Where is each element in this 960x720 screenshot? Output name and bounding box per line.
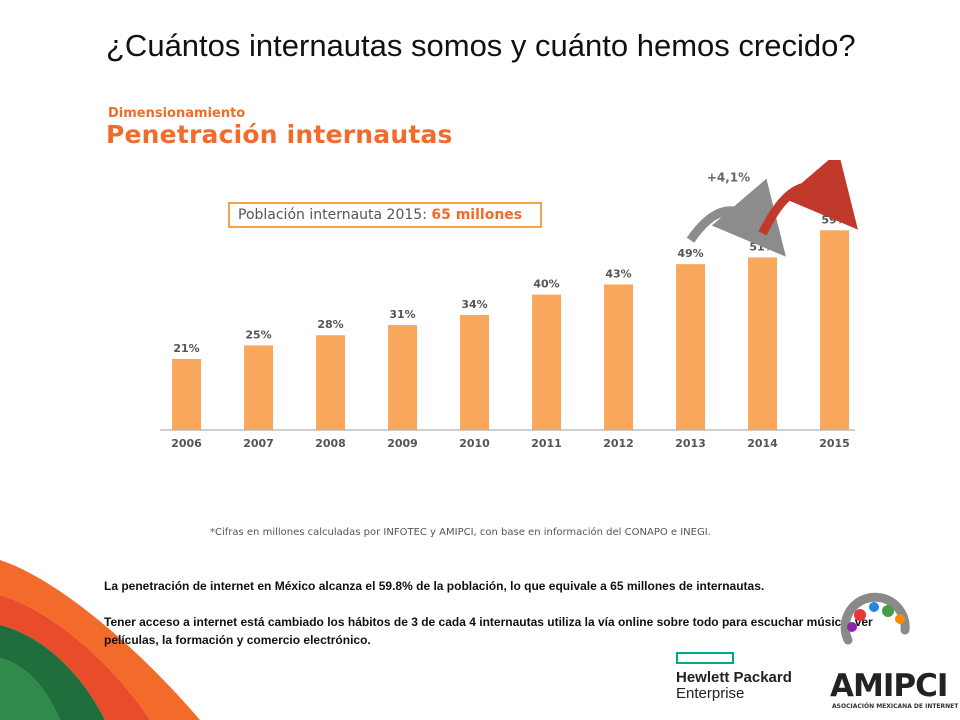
callout-label: Población internauta 2015:: [238, 207, 427, 223]
amipci-wordmark: AMIPCI: [830, 668, 948, 704]
bar-2013: [676, 264, 705, 430]
tick-label-2014: 2014: [747, 437, 778, 450]
bar-2014: [748, 257, 777, 430]
decorative-swoosh: [0, 560, 200, 720]
slide-title: ¿Cuántos internautas somos y cuánto hemo…: [106, 28, 856, 63]
value-label-2014: 51%: [749, 240, 775, 253]
tick-label-2009: 2009: [387, 437, 418, 450]
amipci-subtitle: ASOCIACIÓN MEXICANA DE INTERNET: [832, 703, 959, 710]
tick-label-2008: 2008: [315, 437, 346, 450]
bar-2015: [820, 230, 849, 430]
hpe-line-1: Hewlett Packard: [676, 669, 792, 686]
value-label-2011: 40%: [533, 278, 559, 291]
value-label-2006: 21%: [173, 342, 199, 355]
tick-label-2012: 2012: [603, 437, 634, 450]
tick-label-2015: 2015: [819, 437, 850, 450]
bar-2011: [532, 294, 561, 430]
swoosh-green-light: [0, 658, 60, 720]
swoosh-orange: [0, 560, 200, 720]
paragraph-penetration: La penetración de internet en México alc…: [104, 579, 765, 593]
body-text: La penetración de internet en México alc…: [104, 577, 904, 667]
callout-value: 65 millones: [431, 207, 523, 223]
penetration-bar-chart: 21% 2006 25% 2007 28% 2008 31% 2009 34% 2010 40% 20…: [160, 160, 858, 450]
value-label-2013: 49%: [677, 247, 703, 260]
hpe-logo-icon: [676, 652, 734, 664]
bar-2010: [460, 314, 489, 430]
tick-label-2011: 2011: [531, 437, 562, 450]
value-label-2010: 34%: [461, 298, 487, 311]
swoosh-green: [0, 625, 105, 720]
section-kicker: Dimensionamiento: [108, 106, 246, 121]
growth-label-2013-2014: +4,1%: [707, 170, 750, 184]
bar-2008: [316, 335, 345, 430]
hpe-line-2: Enterprise: [676, 685, 745, 702]
growth-arrow-2013-2014: [686, 178, 786, 257]
amipci-logo-icon: [840, 592, 910, 645]
source-footnote: *Cifras en millones calculadas por INFOT…: [210, 527, 711, 538]
bar-2012: [604, 284, 633, 430]
swoosh-red: [0, 595, 150, 720]
paragraph-habits: Tener acceso a internet está cambiado lo…: [104, 615, 873, 647]
bar-2006: [172, 358, 201, 430]
tick-label-2006: 2006: [171, 437, 202, 450]
population-callout: Población internauta 2015: 65 millones: [228, 202, 542, 228]
bar-2007: [244, 345, 273, 430]
tick-label-2007: 2007: [243, 437, 274, 450]
value-label-2015: 59%: [821, 213, 847, 226]
chart-heading: Penetración internautas: [106, 120, 453, 149]
growth-arrow-2014-2015: [758, 160, 858, 236]
value-label-2008: 28%: [317, 318, 343, 331]
bar-2009: [388, 325, 417, 430]
value-label-2007: 25%: [245, 328, 271, 341]
hpe-logo: Hewlett Packard Enterprise: [676, 670, 792, 702]
tick-label-2013: 2013: [675, 437, 706, 450]
tick-label-2010: 2010: [459, 437, 490, 450]
value-label-2012: 43%: [605, 267, 631, 280]
value-label-2009: 31%: [389, 308, 415, 321]
